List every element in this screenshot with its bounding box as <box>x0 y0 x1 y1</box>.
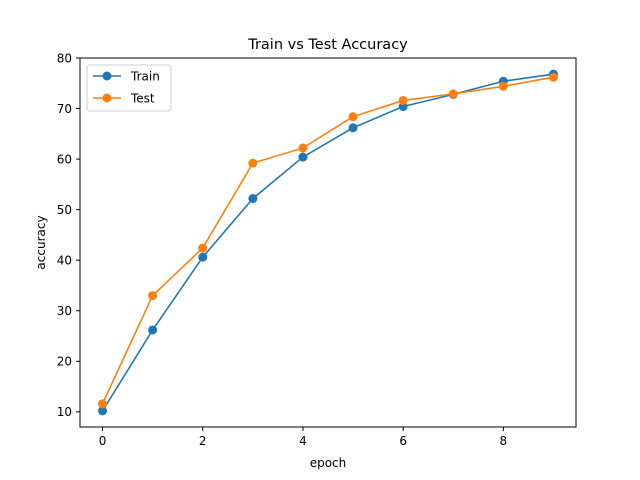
point-test-0 <box>98 399 108 409</box>
x-axis: 0 2 4 6 8 <box>99 427 507 448</box>
point-test-1 <box>148 291 158 301</box>
y-tick-label-30: 30 <box>57 304 72 318</box>
point-test-6 <box>398 95 408 105</box>
y-tick-label-20: 20 <box>57 355 72 369</box>
x-tick-label-6: 6 <box>399 434 407 448</box>
x-tick-label-0: 0 <box>99 434 107 448</box>
y-tick-label-40: 40 <box>57 253 72 267</box>
legend-train-label: Train <box>130 70 160 84</box>
y-tick-label-70: 70 <box>57 102 72 116</box>
legend-test-label: Test <box>130 92 155 106</box>
y-tick-label-80: 80 <box>57 51 72 65</box>
point-train-5 <box>348 123 358 133</box>
plot-markers <box>98 69 558 416</box>
series-line-train <box>101 73 554 412</box>
point-train-0 <box>98 406 108 416</box>
point-test-8 <box>498 81 508 91</box>
legend: Train Test <box>86 64 172 112</box>
point-train-4 <box>298 152 308 162</box>
y-axis: 10 20 30 40 50 60 70 80 <box>57 51 80 419</box>
series-line-test <box>101 76 554 405</box>
x-axis-label: epoch <box>310 456 347 470</box>
y-tick-label-10: 10 <box>57 405 72 419</box>
point-test-3 <box>248 158 258 168</box>
legend-train-marker <box>102 71 112 81</box>
x-tick-label-8: 8 <box>500 434 508 448</box>
point-test-9 <box>548 72 558 82</box>
y-axis-label: accuracy <box>34 215 48 269</box>
point-test-2 <box>198 243 208 253</box>
y-tick-label-60: 60 <box>57 152 72 166</box>
point-train-3 <box>248 194 258 204</box>
y-tick-label-50: 50 <box>57 203 72 217</box>
plot-frame <box>79 57 577 428</box>
point-train-2 <box>198 252 208 262</box>
point-test-7 <box>448 89 458 99</box>
point-test-4 <box>298 143 308 153</box>
legend-test-marker <box>102 93 112 103</box>
point-train-1 <box>148 325 158 335</box>
plot-lines <box>101 73 554 412</box>
x-tick-label-2: 2 <box>199 434 207 448</box>
point-test-5 <box>348 112 358 122</box>
x-tick-label-4: 4 <box>299 434 307 448</box>
chart-title: Train vs Test Accuracy <box>247 37 408 53</box>
